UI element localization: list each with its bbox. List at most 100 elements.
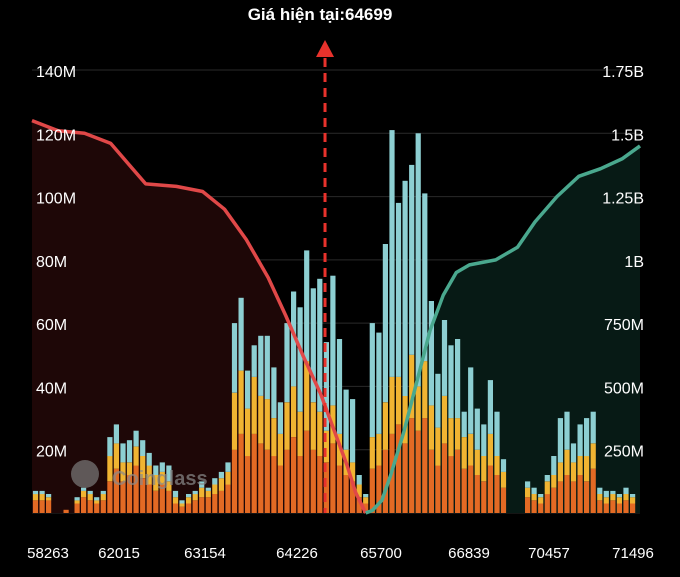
bar-segment bbox=[630, 497, 636, 504]
bar-segment bbox=[310, 449, 316, 513]
bar-segment bbox=[474, 408, 480, 450]
bar-segment bbox=[441, 320, 448, 396]
bar-segment bbox=[205, 487, 211, 491]
bar-segment bbox=[238, 433, 244, 513]
bar-segment bbox=[87, 490, 93, 495]
right-tick-label: 1.25B bbox=[602, 191, 644, 208]
long-area bbox=[365, 145, 640, 513]
bar-segment bbox=[277, 433, 283, 466]
bar-segment bbox=[179, 500, 185, 504]
bar-segment bbox=[113, 468, 119, 513]
bar-segment bbox=[402, 395, 408, 444]
bar-segment bbox=[603, 503, 609, 513]
bar-segment bbox=[46, 497, 52, 501]
bar-segment bbox=[395, 202, 402, 377]
bar-segment bbox=[389, 130, 395, 377]
bar-segment bbox=[205, 490, 211, 498]
left-tick-label: 60M bbox=[36, 317, 67, 334]
bar-segment bbox=[317, 411, 323, 456]
bar-segment bbox=[291, 386, 297, 437]
bar-segment bbox=[487, 380, 493, 434]
bar-segment bbox=[271, 367, 277, 418]
bar-segment bbox=[63, 509, 69, 513]
right-tick-label: 1B bbox=[624, 254, 644, 271]
x-tick-label: 63154 bbox=[184, 545, 226, 562]
bar-segment bbox=[140, 440, 146, 456]
bar-segment bbox=[590, 468, 596, 513]
bar-segment bbox=[448, 345, 454, 419]
bar-segment bbox=[323, 342, 329, 431]
bar-segment bbox=[494, 456, 500, 475]
bar-segment bbox=[304, 361, 310, 431]
bar-segment bbox=[481, 481, 487, 513]
bar-segment bbox=[186, 494, 192, 498]
bar-segment bbox=[343, 389, 349, 450]
bar-segment bbox=[126, 440, 133, 463]
bar-segment bbox=[212, 484, 218, 494]
bar-segment bbox=[557, 481, 563, 513]
bar-segment bbox=[623, 500, 629, 513]
bar-segment bbox=[455, 418, 461, 450]
bar-segment bbox=[435, 427, 441, 466]
x-tick-label: 66839 bbox=[448, 545, 490, 562]
bar-segment bbox=[159, 471, 165, 485]
bar-segment bbox=[551, 475, 557, 488]
bar-segment bbox=[544, 481, 550, 495]
left-tick-label: 100M bbox=[36, 191, 76, 208]
bar-segment bbox=[304, 250, 310, 362]
bar-segment bbox=[251, 345, 257, 377]
bar-segment bbox=[630, 494, 636, 498]
right-tick-label: 250M bbox=[604, 444, 644, 461]
bar-segment bbox=[441, 395, 448, 444]
bar-segment bbox=[350, 481, 356, 513]
right-axis: 1.75B 1.5B 1.25B 1B 750M 500M 250M bbox=[602, 64, 644, 461]
bar-segment bbox=[179, 503, 185, 507]
liquidation-bars bbox=[32, 130, 636, 513]
bar-segment bbox=[323, 462, 329, 513]
bar-segment bbox=[557, 462, 563, 482]
bar-segment bbox=[277, 465, 283, 513]
bar-segment bbox=[435, 465, 441, 513]
bar-segment bbox=[336, 339, 343, 434]
bar-segment bbox=[100, 500, 106, 513]
bar-segment bbox=[382, 402, 388, 450]
bar-segment bbox=[531, 500, 537, 513]
bar-segment bbox=[153, 475, 159, 491]
left-tick-label: 120M bbox=[36, 127, 76, 144]
bar-segment bbox=[133, 465, 139, 513]
bar-segment bbox=[487, 465, 493, 513]
bar-segment bbox=[564, 475, 570, 513]
x-tick-label: 65700 bbox=[360, 545, 402, 562]
bar-segment bbox=[166, 490, 172, 513]
bar-segment bbox=[382, 449, 388, 513]
bar-segment bbox=[461, 437, 467, 469]
bar-segment bbox=[428, 301, 434, 406]
bar-segment bbox=[225, 462, 231, 472]
bar-segment bbox=[350, 399, 356, 463]
left-tick-label: 20M bbox=[36, 444, 67, 461]
bar-segment bbox=[538, 497, 544, 504]
bar-segment bbox=[186, 503, 192, 513]
bar-segment bbox=[245, 370, 251, 409]
bar-segment bbox=[100, 490, 106, 495]
right-tick-label: 500M bbox=[604, 380, 644, 397]
bar-segment bbox=[238, 370, 244, 434]
bar-segment bbox=[577, 424, 583, 456]
bar-segment bbox=[146, 484, 152, 513]
bar-segment bbox=[415, 133, 421, 387]
bar-segment bbox=[74, 497, 80, 501]
bar-segment bbox=[356, 484, 362, 498]
bar-segment bbox=[81, 490, 87, 498]
bar-segment bbox=[74, 500, 80, 504]
bar-segment bbox=[140, 456, 146, 479]
bar-segment bbox=[461, 411, 467, 437]
bar-segment bbox=[577, 456, 583, 475]
bar-segment bbox=[623, 487, 629, 494]
bar-segment bbox=[153, 465, 159, 475]
bar-segment bbox=[494, 411, 500, 456]
bar-segment bbox=[356, 497, 362, 513]
bar-segment bbox=[544, 475, 550, 482]
bar-segment bbox=[422, 361, 428, 419]
bar-segment bbox=[363, 503, 369, 513]
x-tick-label: 64226 bbox=[276, 545, 318, 562]
